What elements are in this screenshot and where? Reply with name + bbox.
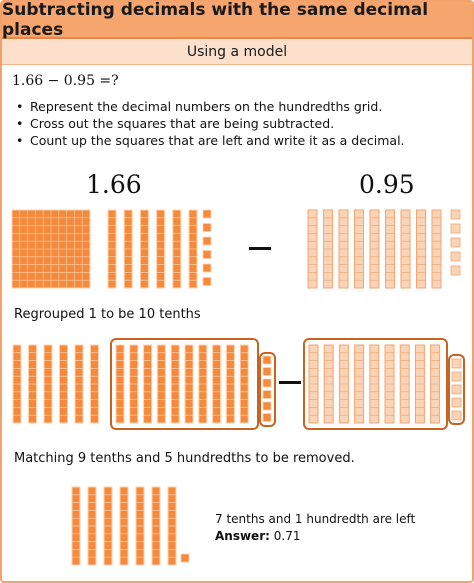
tenth-rod <box>151 486 161 566</box>
hundredth-unit-pale <box>451 358 462 369</box>
tenth-rod-pale <box>385 209 395 289</box>
hundredth-unit <box>262 367 272 376</box>
hundredth-unit <box>202 236 212 246</box>
regrouped-tenths-box <box>110 338 259 430</box>
tenth-rod <box>123 209 133 289</box>
tenth-rod-pale <box>400 209 411 289</box>
tenth-rod <box>129 344 139 424</box>
hundredth-unit <box>202 250 212 259</box>
hundredth-unit-pale <box>451 384 462 395</box>
answer-value: 0.71 <box>273 529 301 543</box>
matching-caption: Matching 9 tenths and 5 hundredths to be… <box>14 451 355 466</box>
regroup-caption: Regrouped 1 to be 10 tenths <box>14 307 201 322</box>
tenth-rod-pale <box>323 344 334 424</box>
tenth-rod-pale <box>323 209 333 289</box>
tenth-rod-pale <box>414 344 425 424</box>
tenth-rod-pale <box>354 344 365 424</box>
tenth-rod-pale <box>338 344 349 424</box>
hundredth-unit <box>202 277 212 286</box>
minus-sign <box>249 247 271 250</box>
tenth-rod <box>239 344 249 424</box>
tenth-rod-pale <box>354 209 364 289</box>
subtrahend-hundredths-box <box>448 354 465 425</box>
tenth-rod <box>87 486 97 566</box>
tenth-rod <box>143 344 153 424</box>
tenth-rod <box>198 344 208 424</box>
tenth-rod-pale <box>369 209 380 289</box>
steps-list: Represent the decimal numbers on the hun… <box>14 98 405 149</box>
hundredth-unit <box>262 378 272 388</box>
minus-sign <box>279 381 301 384</box>
subtrahend-tenths-box <box>303 338 448 430</box>
tenth-rod-pale <box>384 344 395 424</box>
tenth-rod-pale <box>308 344 319 424</box>
hundred-flat <box>11 209 91 289</box>
page-subtitle: Using a model <box>186 43 288 60</box>
hundredth-unit-pale <box>451 410 462 421</box>
tenth-rod <box>225 344 235 424</box>
page-title: Subtracting decimals with the same decim… <box>2 0 429 40</box>
hundredth-unit-pale <box>450 223 461 234</box>
hundredth-unit <box>262 413 272 422</box>
hundredth-unit <box>202 223 212 232</box>
tenth-rod <box>103 486 113 566</box>
hundredth-unit-pale <box>451 397 462 408</box>
step-item: Represent the decimal numbers on the hun… <box>14 98 405 115</box>
answer-line: Answer: 0.71 <box>215 528 415 545</box>
tenth-rod <box>107 209 117 289</box>
tenth-rod <box>28 344 37 424</box>
hundredth-unit-pale <box>450 237 461 248</box>
hundredth-unit-pale <box>450 251 461 262</box>
tenth-rod <box>170 344 180 424</box>
remaining-text: 7 tenths and 1 hundredth are left <box>215 512 416 526</box>
title-bar: Subtracting decimals with the same decim… <box>2 0 472 40</box>
hundredth-unit-pale <box>450 209 461 220</box>
tenth-rod <box>188 209 198 289</box>
tenth-rod <box>139 209 149 289</box>
hundredth-unit <box>262 355 272 365</box>
tenth-rod <box>172 209 182 289</box>
tenth-rod-pale <box>369 344 380 424</box>
tenth-rod <box>12 344 22 424</box>
tenth-rod <box>135 486 145 566</box>
tenth-rod <box>184 344 194 424</box>
problem-equation: 1.66 − 0.95 =? <box>12 73 119 89</box>
hundredth-unit <box>262 390 272 399</box>
tenth-rod <box>167 486 177 566</box>
hundredths-box <box>259 352 276 427</box>
tenth-rod-pale <box>430 344 441 424</box>
result-text: 7 tenths and 1 hundredth are left Answer… <box>215 511 415 545</box>
tenth-rod-pale <box>399 344 410 424</box>
tenth-rod <box>119 486 129 566</box>
tenth-rod <box>115 344 125 424</box>
tenth-rod <box>156 344 166 424</box>
hundredth-unit <box>180 553 190 563</box>
step-item: Count up the squares that are left and w… <box>14 132 405 149</box>
hundredth-unit <box>262 401 272 411</box>
first-number-label: 1.66 <box>86 170 142 199</box>
tenth-rod-pale <box>338 209 349 289</box>
answer-label: Answer: <box>215 529 270 543</box>
hundredth-unit-pale <box>451 371 462 382</box>
step-item: Cross out the squares that are being sub… <box>14 115 405 132</box>
subtitle-bar: Using a model <box>2 39 472 65</box>
hundredth-unit-pale <box>450 265 461 276</box>
tenth-rod <box>156 209 166 289</box>
hundredth-unit <box>202 209 212 219</box>
tenth-rod <box>74 344 84 424</box>
tenth-rod-pale <box>416 209 426 289</box>
hundredth-unit <box>202 263 212 273</box>
tenth-rod <box>71 486 81 566</box>
tenth-rod <box>212 344 222 424</box>
tenth-rod <box>43 344 53 424</box>
tenth-rod-pale <box>431 209 442 289</box>
tenth-rod <box>59 344 68 424</box>
tenth-rod-pale <box>307 209 318 289</box>
second-number-label: 0.95 <box>359 170 415 199</box>
tenth-rod <box>90 344 99 424</box>
